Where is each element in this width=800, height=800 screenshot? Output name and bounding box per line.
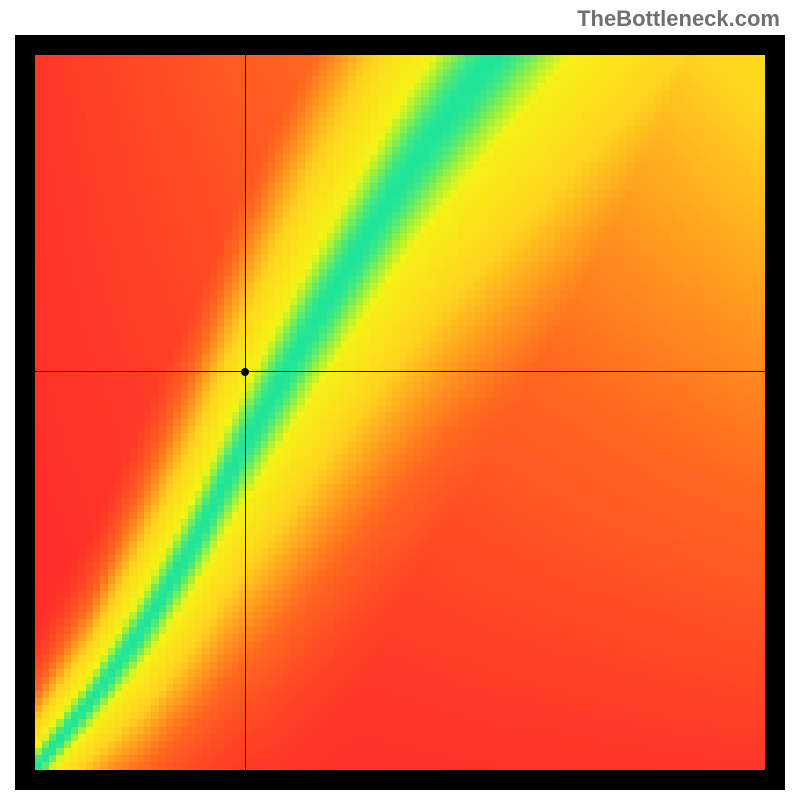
heatmap-canvas — [35, 55, 765, 770]
chart-frame — [15, 35, 785, 790]
crosshair-marker — [241, 368, 249, 376]
figure-container: TheBottleneck.com — [0, 0, 800, 800]
watermark-text: TheBottleneck.com — [577, 6, 780, 32]
crosshair-horizontal — [35, 371, 765, 372]
crosshair-vertical — [245, 55, 246, 770]
